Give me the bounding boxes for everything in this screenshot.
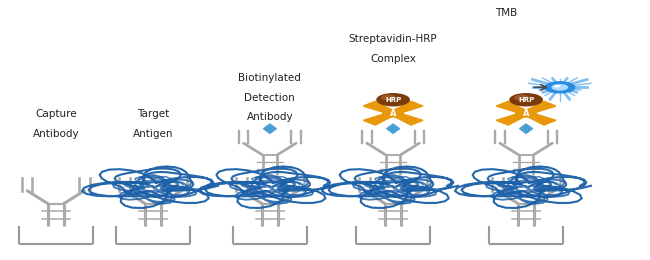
Text: A: A — [390, 109, 396, 118]
Text: HRP: HRP — [518, 97, 534, 103]
Polygon shape — [363, 101, 396, 114]
Polygon shape — [519, 124, 532, 133]
Text: Streptavidin-HRP: Streptavidin-HRP — [349, 34, 437, 44]
Polygon shape — [496, 112, 529, 125]
Polygon shape — [263, 124, 276, 133]
Polygon shape — [523, 112, 556, 125]
Circle shape — [544, 81, 575, 94]
Text: Antigen: Antigen — [133, 129, 174, 139]
Circle shape — [515, 109, 537, 118]
Circle shape — [382, 109, 404, 118]
Circle shape — [551, 84, 568, 91]
Circle shape — [509, 93, 543, 106]
Text: Complex: Complex — [370, 54, 416, 64]
Polygon shape — [363, 112, 396, 125]
Text: Target: Target — [137, 109, 169, 119]
Circle shape — [376, 93, 410, 106]
Polygon shape — [390, 101, 423, 114]
Circle shape — [514, 95, 529, 101]
Text: Biotinylated: Biotinylated — [239, 73, 302, 83]
Text: Antibody: Antibody — [32, 129, 79, 139]
Polygon shape — [390, 112, 423, 125]
Text: Capture: Capture — [35, 109, 77, 119]
Text: Antibody: Antibody — [246, 112, 293, 122]
Text: Detection: Detection — [244, 93, 295, 102]
Circle shape — [381, 95, 396, 101]
Text: HRP: HRP — [385, 97, 401, 103]
Polygon shape — [496, 101, 529, 114]
Text: A: A — [523, 109, 529, 118]
Text: TMB: TMB — [495, 9, 518, 18]
Circle shape — [554, 85, 560, 88]
Polygon shape — [387, 124, 400, 133]
Polygon shape — [523, 101, 556, 114]
